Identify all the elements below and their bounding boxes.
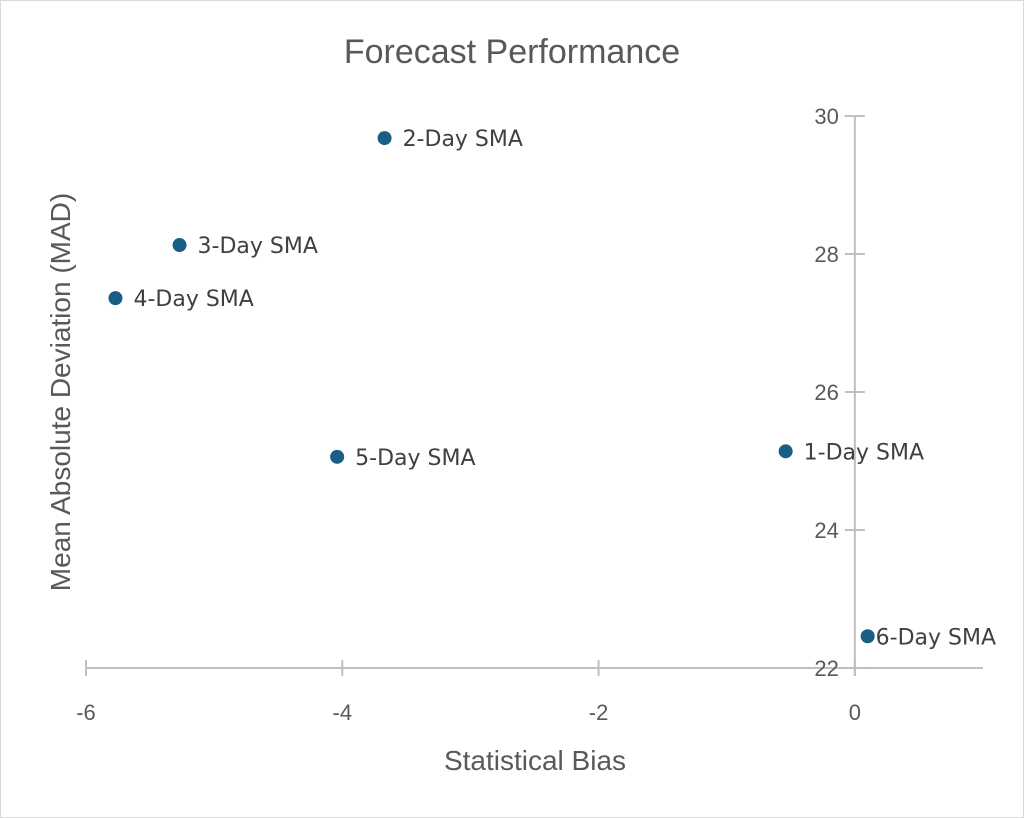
- x-tick-label: 0: [849, 700, 861, 725]
- y-tick-label: 28: [814, 242, 838, 267]
- data-points: 1-Day SMA 2-Day SMA 3-Day SMA 4-Day SMA 5-Da…: [108, 127, 996, 650]
- y-tick-label: 24: [814, 518, 838, 543]
- chart-title: Forecast Performance: [344, 33, 680, 71]
- data-point: [860, 629, 875, 644]
- y-axis-title: Mean Absolute Deviation (MAD): [45, 193, 76, 591]
- data-point: [377, 131, 392, 146]
- x-tick-label: -4: [333, 700, 353, 725]
- data-label: 1-Day SMA: [804, 440, 924, 465]
- data-label: 3-Day SMA: [198, 234, 318, 259]
- data-label: 2-Day SMA: [403, 127, 523, 152]
- y-tick-label: 22: [814, 656, 838, 681]
- data-point: [778, 444, 793, 459]
- x-tick-label: -6: [76, 700, 96, 725]
- x-axis-title: Statistical Bias: [444, 745, 626, 776]
- axes: -6 -4 -2 0 22 24 26 28 30: [76, 104, 983, 725]
- data-label: 6-Day SMA: [876, 625, 996, 650]
- data-label: 4-Day SMA: [133, 287, 253, 312]
- x-tick-label: -2: [589, 700, 609, 725]
- y-tick-label: 30: [814, 104, 838, 129]
- data-point: [108, 291, 123, 306]
- data-point: [330, 449, 345, 464]
- data-point: [172, 238, 187, 253]
- data-label: 5-Day SMA: [355, 446, 475, 471]
- y-tick-label: 26: [814, 380, 838, 405]
